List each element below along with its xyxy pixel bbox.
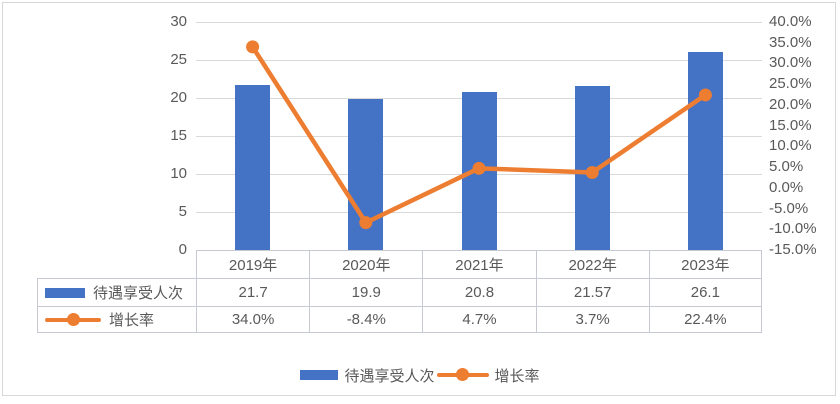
table-key-bar-swatch-icon bbox=[45, 287, 85, 298]
year-cell-2023年: 2023年 bbox=[648, 250, 762, 278]
legend-bar-swatch-icon bbox=[300, 370, 339, 380]
right-axis-tick: 35.0% bbox=[769, 33, 812, 51]
line-marker-2019年 bbox=[246, 40, 260, 54]
table-row-header-0: 待遇享受人次 bbox=[37, 278, 196, 306]
line-marker-2022年 bbox=[585, 165, 599, 179]
table-corner-cell bbox=[37, 250, 196, 278]
right-axis-tick: -10.0% bbox=[769, 220, 817, 238]
year-cell-2021年: 2021年 bbox=[422, 250, 536, 278]
year-cell-2019年: 2019年 bbox=[196, 250, 310, 278]
right-axis-tick: 40.0% bbox=[769, 13, 812, 30]
table-cell: 20.8 bbox=[422, 278, 536, 306]
legend-label: 增长率 bbox=[494, 367, 540, 385]
bar-2023年 bbox=[687, 51, 723, 250]
legend-line-marker-icon bbox=[436, 368, 489, 382]
table-cell: 21.57 bbox=[535, 278, 649, 306]
right-axis-tick: -15.0% bbox=[769, 241, 817, 258]
table-cell: 3.7% bbox=[535, 306, 649, 333]
right-axis-tick: 15.0% bbox=[769, 116, 812, 134]
table-row-label: 增长率 bbox=[109, 312, 155, 329]
data-table: 2019年 2020年 2021年 2022年 2023年 待遇享受人次 21.7 19.9 2… bbox=[37, 250, 762, 333]
line-key-dot bbox=[456, 368, 469, 381]
left-axis-tick: 15 bbox=[170, 127, 187, 144]
line-marker-2020年 bbox=[359, 216, 373, 230]
gridline bbox=[196, 22, 762, 23]
table-key-line-marker-icon bbox=[45, 312, 101, 327]
right-axis-tick: 30.0% bbox=[769, 54, 812, 72]
table-cell: 34.0% bbox=[196, 306, 310, 333]
trend-line-layer bbox=[246, 40, 712, 230]
trend-line bbox=[250, 44, 708, 225]
table-cell: 22.4% bbox=[648, 306, 762, 333]
right-axis-tick: 20.0% bbox=[769, 95, 812, 113]
right-axis-tick: 5.0% bbox=[769, 158, 804, 176]
year-cell-2022年: 2022年 bbox=[535, 250, 649, 278]
chart-legend: 待遇享受人次 增长率 bbox=[0, 362, 840, 388]
legend-item-0: 待遇享受人次 bbox=[300, 365, 435, 386]
left-axis-tick: 10 bbox=[170, 165, 187, 182]
right-axis-tick: 25.0% bbox=[769, 75, 812, 93]
legend-label: 待遇享受人次 bbox=[344, 367, 435, 385]
table-cell: 26.1 bbox=[648, 278, 762, 306]
right-axis-tick: 10.0% bbox=[769, 137, 812, 155]
bar-2019年 bbox=[235, 85, 271, 250]
left-axis-tick: 30 bbox=[170, 13, 187, 30]
year-cell-2020年: 2020年 bbox=[309, 250, 423, 278]
left-axis-tick: 25 bbox=[170, 51, 187, 68]
left-axis-tick: 5 bbox=[178, 203, 187, 220]
table-cell: 19.9 bbox=[309, 278, 423, 306]
line-key-dot bbox=[66, 312, 80, 326]
left-axis-tick: 0 bbox=[178, 241, 187, 258]
gridline bbox=[196, 60, 762, 61]
right-axis-tick: -5.0% bbox=[769, 199, 809, 217]
table-row-header-1: 增长率 bbox=[37, 306, 196, 333]
table-cell: -8.4% bbox=[309, 306, 423, 333]
line-marker-2023年 bbox=[698, 88, 712, 102]
left-axis-tick: 20 bbox=[170, 89, 187, 106]
line-marker-2021年 bbox=[472, 161, 486, 175]
table-row-label: 待遇享受人次 bbox=[93, 285, 184, 302]
table-cell: 21.7 bbox=[196, 278, 310, 306]
legend-item-1: 增长率 bbox=[436, 365, 540, 386]
right-axis-tick: 0.0% bbox=[769, 178, 804, 196]
table-cell: 4.7% bbox=[422, 306, 536, 333]
